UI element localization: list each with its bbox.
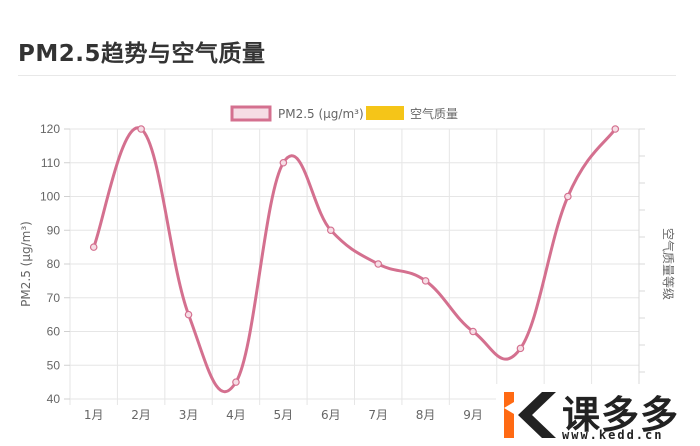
x-tick-label: 1月 xyxy=(84,408,104,422)
x-tick-label: 8月 xyxy=(416,408,436,422)
pm25-data-point xyxy=(326,226,335,235)
pm25-data-point xyxy=(421,277,430,285)
title-divider xyxy=(18,75,676,76)
x-tick-label: 2月 xyxy=(131,408,151,422)
y-tick-label: 40 xyxy=(47,392,61,406)
pm25-data-point xyxy=(232,378,240,386)
x-tick-label: 5月 xyxy=(274,408,294,422)
pm25-data-point xyxy=(564,192,572,201)
legend-swatch-air-quality xyxy=(366,106,404,120)
pm25-data-point xyxy=(374,260,383,268)
y-tick-label: 80 xyxy=(47,257,61,271)
y-axis-title: PM2.5 (μg/m³) xyxy=(19,221,33,307)
pm25-series-line xyxy=(92,126,617,394)
legend-label-air-quality: 空气质量 xyxy=(410,106,458,121)
y-tick-label: 110 xyxy=(41,156,60,170)
x-tick-label: 6月 xyxy=(321,408,341,422)
y2-axis-title: 空气质量等级 xyxy=(661,228,676,300)
legend-swatch-pm25 xyxy=(230,105,272,122)
x-tick-label: 7月 xyxy=(368,408,388,422)
y-tick-label: 70 xyxy=(47,291,61,305)
kedd-k-logo-icon xyxy=(504,392,556,438)
pm25-data-point xyxy=(611,125,620,133)
y-tick-label: 100 xyxy=(40,190,60,204)
page-title: PM2.5趋势与空气质量 xyxy=(18,41,266,67)
x-tick-label: 4月 xyxy=(226,408,246,422)
pm25-data-point xyxy=(516,344,525,353)
pm25-data-point xyxy=(89,243,98,251)
watermark-url: www.kedd.cn xyxy=(562,428,664,442)
y-tick-label: 60 xyxy=(47,325,61,339)
x-tick-label: 3月 xyxy=(179,408,199,422)
pm25-data-point xyxy=(469,327,477,336)
pm25-data-point xyxy=(137,125,145,133)
y-tick-label: 120 xyxy=(40,122,60,136)
x-tick-label: 9月 xyxy=(463,408,483,422)
watermark-logo: 课多多 www.kedd.cn xyxy=(496,384,700,446)
legend-label-pm25: PM2.5 (μg/m³) xyxy=(278,107,364,121)
pm25-data-point xyxy=(184,310,193,319)
y-tick-label: 50 xyxy=(47,358,61,372)
watermark-brand: 课多多 xyxy=(562,393,680,437)
y-tick-label: 90 xyxy=(47,223,61,237)
pm25-data-point xyxy=(279,158,288,167)
